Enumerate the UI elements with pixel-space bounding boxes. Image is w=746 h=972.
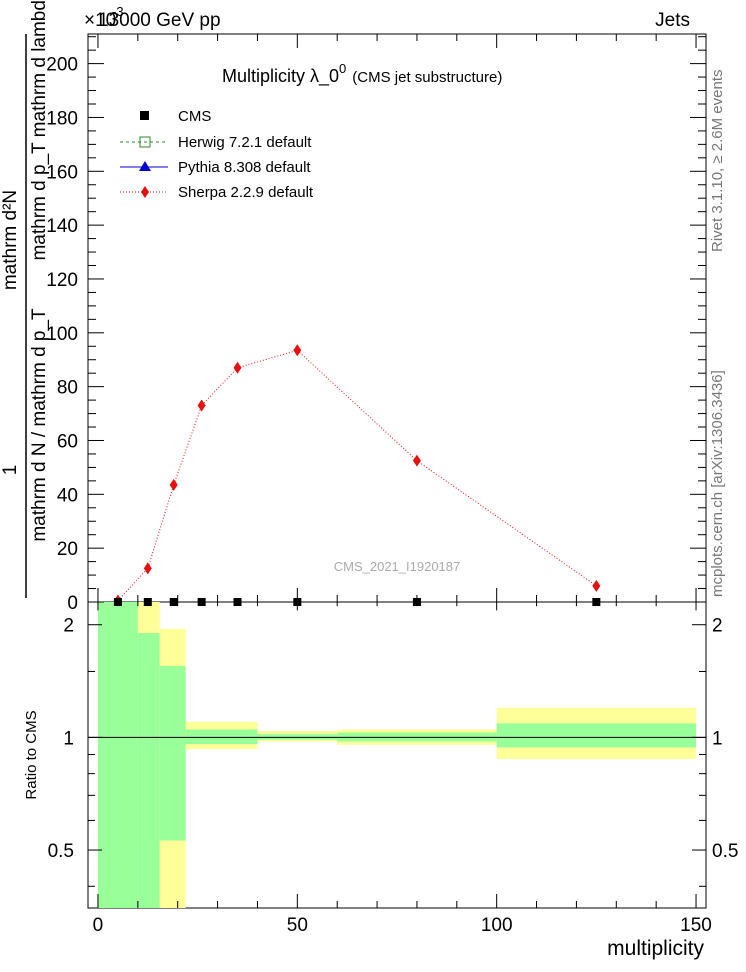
mcplots-label: mcplots.cern.ch [arXiv:1306.3436]	[709, 370, 726, 597]
legend-cms-marker	[140, 111, 149, 120]
sherpa-line	[117, 349, 597, 601]
ratio-band-inner	[496, 723, 697, 748]
ratio-ytick-label-right: 2	[712, 616, 723, 637]
energy-label: 13000 GeV pp	[98, 10, 221, 31]
ylabel-prefix: 1	[0, 465, 21, 476]
rivet-version-label: Rivet 3.1.10, ≥ 2.6M events	[709, 70, 726, 253]
ylabel-prefix-denominator: mathrm d N / mathrm d p_T	[29, 308, 50, 542]
cms-point	[592, 598, 601, 606]
ratio-ytick-label: 1	[63, 728, 74, 749]
main-ytick-label: 200	[46, 55, 78, 76]
ratio-band-inner	[137, 633, 160, 908]
ratio-ytick-label-right: 0.5	[712, 841, 738, 862]
x-tick-label: 100	[481, 915, 513, 936]
main-ytick-label: 160	[46, 162, 78, 183]
ratio-plot-frame	[87, 601, 707, 909]
y-exponent-power: -3	[112, 4, 124, 19]
xlabel: multiplicity	[607, 937, 704, 960]
ylabel-numerator: mathrm d²N	[0, 190, 21, 290]
legend-sherpa-label: Sherpa 2.2.9 default	[178, 184, 314, 201]
main-ytick-label: 140	[46, 216, 78, 237]
cms-point	[412, 598, 421, 606]
sherpa-point	[412, 454, 421, 467]
legend-herwig-marker	[139, 136, 151, 148]
main-ytick-label: 100	[46, 324, 78, 345]
cms-point	[197, 598, 206, 606]
main-series	[113, 344, 601, 607]
ratio-bands	[88, 602, 706, 908]
sherpa-point	[293, 344, 302, 357]
legend: CMS Herwig 7.2.1 default Pythia 8.308 de…	[120, 108, 314, 201]
ratio-ytick-label: 0.5	[48, 841, 74, 862]
ratio-band-inner	[159, 666, 186, 841]
main-ytick-label: 40	[57, 485, 78, 506]
ratio-ytick-label-right: 1	[712, 728, 723, 749]
main-axes: 0 20 40 60 80 100 120 140 160 180 200	[46, 36, 706, 614]
legend-cms-label: CMS	[178, 108, 211, 125]
cms-point	[113, 598, 122, 606]
x-tick-label: 150	[680, 915, 712, 936]
sherpa-point	[233, 361, 242, 374]
main-ytick-label: 60	[57, 431, 78, 452]
ylabel-denominator: mathrm d p_T mathrm d lambda	[29, 0, 50, 261]
legend-pythia-label: Pythia 8.308 default	[178, 159, 311, 176]
legend-sherpa-marker	[141, 186, 149, 198]
analysis-watermark: CMS_2021_I1920187	[334, 559, 461, 574]
legend-herwig-label: Herwig 7.2.1 default	[178, 134, 312, 151]
x-tick-label: 50	[287, 915, 308, 936]
sherpa-point	[197, 399, 206, 412]
sherpa-point	[143, 562, 152, 575]
x-tick-label: 0	[93, 915, 104, 936]
main-ytick-label: 120	[46, 270, 78, 291]
main-ylabel: mathrm d²N mathrm d p_T mathrm d lambda …	[0, 0, 50, 598]
legend-pythia-marker	[139, 161, 151, 171]
y-exponent: ×10	[84, 10, 116, 31]
plot-title: Multiplicity λ_00(CMS jet substructure)	[222, 61, 502, 87]
main-ytick-label: 80	[57, 378, 78, 399]
main-ytick-label: 180	[46, 108, 78, 129]
cms-point	[169, 598, 178, 606]
sherpa-point	[592, 579, 601, 592]
ratio-ytick-label: 2	[63, 616, 74, 637]
cms-point	[143, 598, 152, 606]
cms-point	[233, 598, 242, 606]
ratio-band-inner	[97, 602, 138, 908]
cms-point	[293, 598, 302, 606]
ratio-band-inner	[185, 729, 258, 745]
main-ytick-label: 0	[67, 593, 78, 614]
ratio-ylabel: Ratio to CMS	[23, 710, 40, 799]
process-label: Jets	[655, 10, 690, 31]
ratio-axes: 0.5 0.51 12 20 50 100 150	[48, 34, 738, 936]
main-ytick-label: 20	[57, 539, 78, 560]
sherpa-point	[169, 478, 178, 491]
